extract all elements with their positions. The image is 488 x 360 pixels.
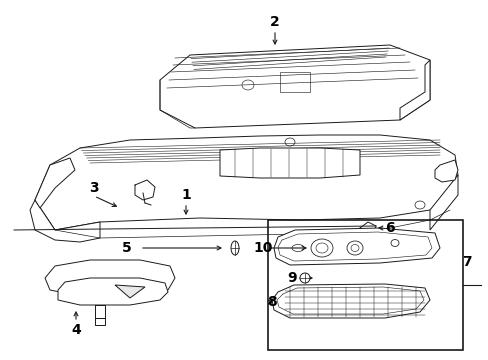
Text: 8: 8 bbox=[266, 295, 276, 309]
Text: 7: 7 bbox=[461, 255, 471, 269]
Text: 1: 1 bbox=[181, 188, 190, 202]
Text: 4: 4 bbox=[71, 323, 81, 337]
Polygon shape bbox=[115, 285, 145, 298]
Polygon shape bbox=[35, 135, 457, 230]
Text: 2: 2 bbox=[269, 15, 279, 29]
Polygon shape bbox=[273, 228, 439, 265]
Polygon shape bbox=[160, 45, 429, 128]
Polygon shape bbox=[45, 260, 175, 296]
Ellipse shape bbox=[346, 241, 362, 255]
Polygon shape bbox=[434, 160, 457, 182]
Polygon shape bbox=[220, 148, 359, 178]
Ellipse shape bbox=[286, 241, 308, 255]
Text: 9: 9 bbox=[286, 271, 296, 285]
Bar bbox=[280, 72, 309, 92]
Ellipse shape bbox=[230, 241, 239, 255]
Polygon shape bbox=[30, 200, 100, 242]
Bar bbox=[267, 220, 462, 350]
Polygon shape bbox=[429, 175, 457, 230]
Text: 5: 5 bbox=[122, 241, 132, 255]
Polygon shape bbox=[271, 284, 429, 318]
Ellipse shape bbox=[299, 273, 309, 283]
Text: 10: 10 bbox=[253, 241, 272, 255]
Polygon shape bbox=[58, 278, 168, 305]
Ellipse shape bbox=[310, 239, 332, 257]
Polygon shape bbox=[35, 158, 75, 208]
Ellipse shape bbox=[390, 239, 398, 247]
Polygon shape bbox=[399, 60, 429, 120]
Text: 3: 3 bbox=[89, 181, 99, 195]
Text: 6: 6 bbox=[385, 221, 394, 235]
